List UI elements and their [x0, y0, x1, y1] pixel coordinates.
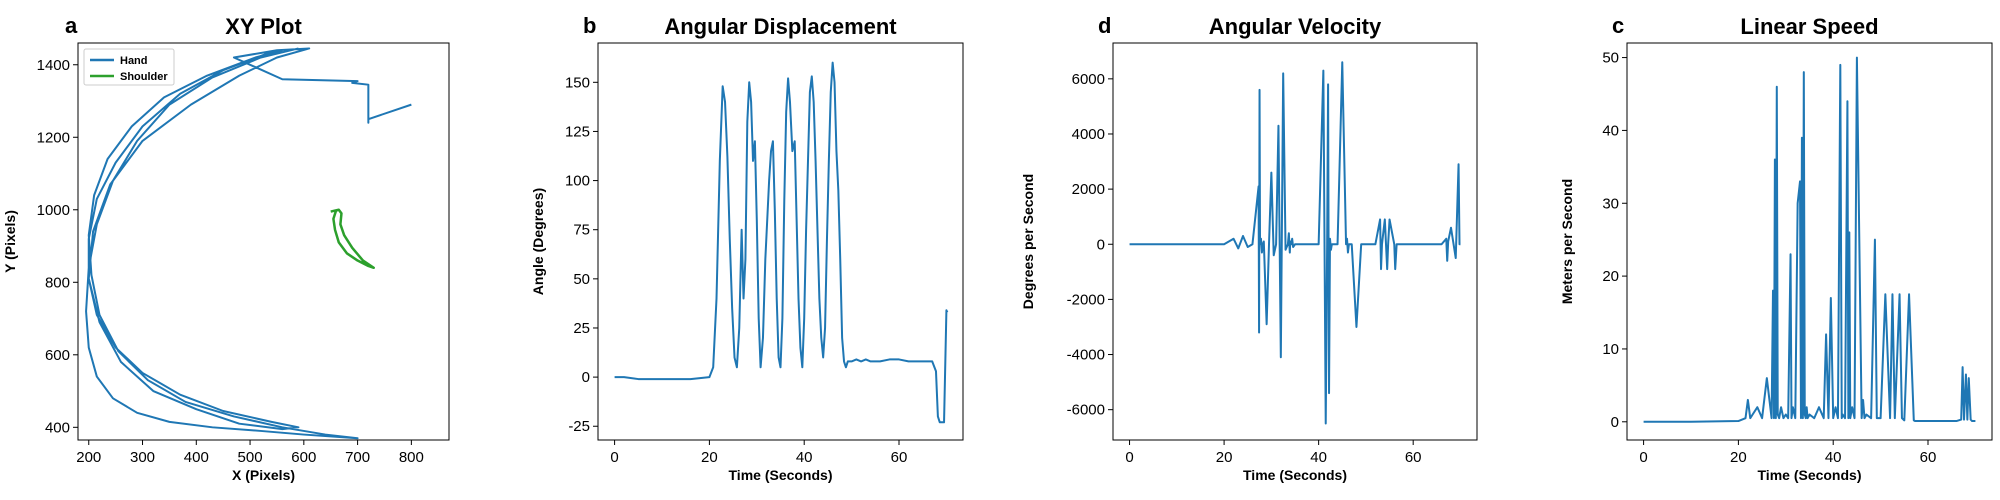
- x-tick-label: 20: [1216, 449, 1233, 466]
- axes-frame: [1112, 42, 1478, 441]
- x-tick-label: 0: [1125, 449, 1133, 466]
- series-line-main: [614, 61, 949, 424]
- y-tick-label: 30: [1602, 195, 1619, 212]
- x-tick-label: 500: [238, 449, 263, 466]
- x-tick-label: 60: [891, 449, 908, 466]
- y-tick-label: 25: [573, 320, 590, 337]
- x-tick-label: 600: [291, 449, 316, 466]
- y-tick-label: 125: [565, 123, 590, 140]
- y-tick-label: 150: [565, 74, 590, 91]
- y-tick-label: -2000: [1067, 291, 1105, 308]
- x-tick-label: 400: [184, 449, 209, 466]
- y-tick-label: 600: [45, 347, 70, 364]
- x-tick-label: 200: [76, 449, 101, 466]
- y-tick-label: 1400: [37, 57, 70, 74]
- chart-title: XY Plot: [225, 14, 302, 39]
- legend: Hand Shoulder: [83, 48, 175, 86]
- panel-letter: a: [65, 13, 78, 38]
- panel-letter: d: [1098, 13, 1111, 38]
- y-tick-label: 10: [1602, 341, 1619, 358]
- y-tick-label: 0: [1611, 414, 1619, 431]
- y-axis-label: Meters per Second: [1559, 179, 1575, 304]
- x-tick-label: 40: [1310, 449, 1327, 466]
- y-tick-label: 50: [573, 271, 590, 288]
- legend-label: Shoulder: [120, 71, 168, 83]
- y-tick-label: -4000: [1067, 347, 1105, 364]
- x-tick-label: 40: [796, 449, 813, 466]
- x-axis-label: Time (Seconds): [1243, 467, 1347, 483]
- y-axis-label: Degrees per Second: [1020, 174, 1036, 309]
- series-line-shoulder: [330, 208, 375, 270]
- chart-title: Linear Speed: [1740, 14, 1878, 39]
- series-line-main: [1129, 61, 1461, 425]
- chart-title: Angular Displacement: [664, 14, 897, 39]
- x-tick-label: 60: [1920, 449, 1937, 466]
- xy-plot-panel: 200 300 400 500 600 700 800 400 600 800 1000 1200 14…: [2, 13, 450, 483]
- y-tick-label: 4000: [1072, 126, 1105, 143]
- y-tick-label: 20: [1602, 268, 1619, 285]
- x-tick-label: 20: [701, 449, 718, 466]
- x-axis-label: Time (Seconds): [729, 467, 833, 483]
- x-tick-label: 60: [1405, 449, 1422, 466]
- y-axis-label: Angle (Degrees): [530, 188, 546, 295]
- y-tick-label: 6000: [1072, 71, 1105, 88]
- angular-displacement-panel: 0 20 40 60 -25 0 25 50 75 100 125 150 Angular Displa…: [530, 13, 964, 483]
- x-tick-label: 20: [1730, 449, 1747, 466]
- y-tick-label: 1000: [37, 202, 70, 219]
- axes-frame: [597, 42, 964, 441]
- y-tick-label: 40: [1602, 122, 1619, 139]
- x-tick-label: 0: [610, 449, 618, 466]
- y-tick-label: 75: [573, 222, 590, 239]
- x-tick-label: 0: [1639, 449, 1647, 466]
- y-tick-label: 2000: [1072, 181, 1105, 198]
- chart-title: Angular Velocity: [1209, 14, 1382, 39]
- y-tick-label: -25: [568, 418, 590, 435]
- angular-velocity-panel: 0 20 40 60 -6000 -4000 -2000 0 2000 4000 6000 Angul…: [1020, 13, 1478, 483]
- legend-label: Hand: [120, 55, 148, 67]
- y-tick-label: 50: [1602, 50, 1619, 67]
- y-tick-label: 400: [45, 419, 70, 436]
- axes-frame: [1626, 42, 1993, 441]
- x-axis-label: X (Pixels): [232, 467, 295, 483]
- x-tick-label: 700: [345, 449, 370, 466]
- y-tick-label: 100: [565, 173, 590, 190]
- panel-letter: b: [583, 13, 596, 38]
- axes-frame: [77, 42, 450, 441]
- series-line-hand: [85, 47, 412, 440]
- y-tick-label: 0: [1097, 236, 1105, 253]
- y-axis-label: Y (Pixels): [2, 210, 18, 273]
- x-tick-label: 40: [1825, 449, 1842, 466]
- x-tick-label: 300: [130, 449, 155, 466]
- y-tick-label: 800: [45, 274, 70, 291]
- y-tick-label: 1200: [37, 129, 70, 146]
- x-axis-label: Time (Seconds): [1758, 467, 1862, 483]
- x-tick-label: 800: [399, 449, 424, 466]
- linear-speed-panel: 0 20 40 60 0 10 20 30 40 50 Linear Speed c Time (Sec…: [1559, 13, 1993, 483]
- y-tick-label: -6000: [1067, 402, 1105, 419]
- panel-letter: c: [1612, 13, 1624, 38]
- y-tick-label: 0: [582, 369, 590, 386]
- series-line-main: [1643, 56, 1976, 423]
